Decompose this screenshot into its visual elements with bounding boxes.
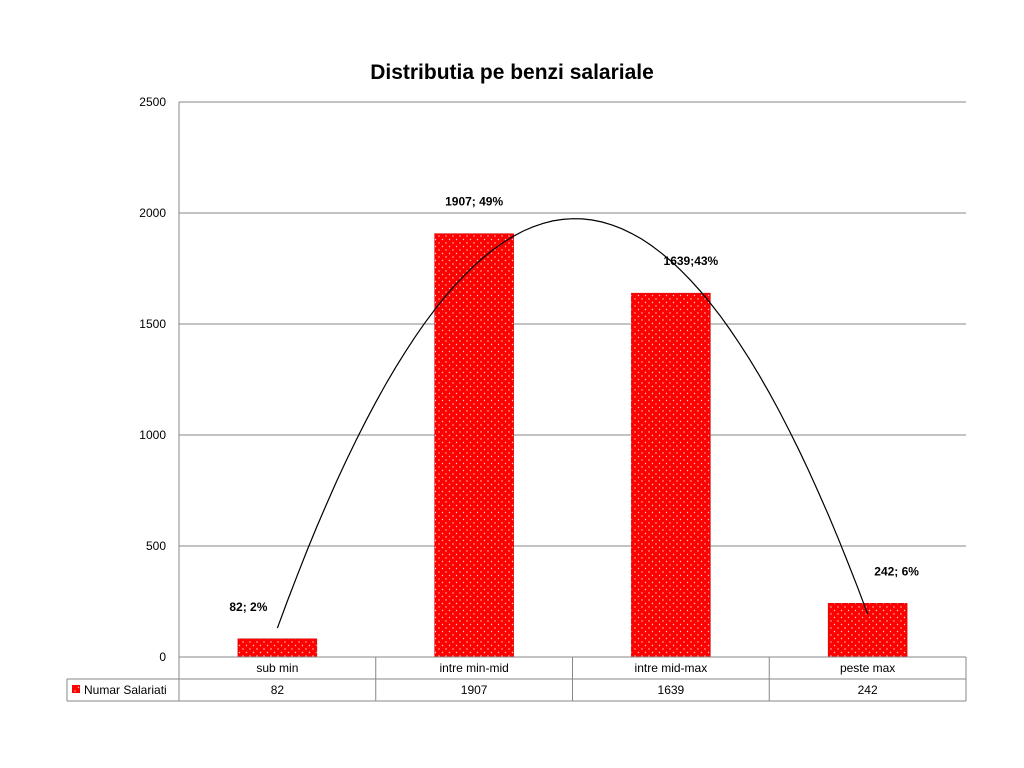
gridlines — [178, 101, 966, 658]
bar — [434, 233, 514, 658]
table-value: 1907 — [461, 683, 488, 697]
data-label: 1907; 49% — [445, 195, 503, 209]
chart-title: Distributia pe benzi salariale — [370, 61, 654, 84]
trend-curve — [276, 218, 869, 629]
y-axis-ticks: 0 500 1000 1500 2000 2500 — [139, 95, 166, 664]
table-value: 82 — [271, 683, 285, 697]
y-tick-label: 1000 — [139, 428, 166, 442]
data-label: 82; 2% — [229, 600, 267, 614]
category-label: sub min — [256, 661, 298, 675]
data-label: 1639;43% — [664, 254, 719, 268]
category-label: intre min-mid — [439, 661, 508, 675]
y-tick-label: 2000 — [139, 206, 166, 220]
data-labels: 82; 2% 1907; 49% 1639;43% 242; 6% — [229, 195, 919, 614]
series-name: Numar Salariati — [84, 683, 167, 697]
bar — [237, 638, 318, 658]
y-tick-label: 0 — [159, 650, 166, 664]
category-label: intre mid-max — [635, 661, 708, 675]
y-tick-label: 500 — [146, 539, 166, 553]
category-label: peste max — [840, 661, 895, 675]
table-value: 1639 — [658, 683, 685, 697]
data-table: sub min 82 intre min-mid 1907 intre mid-max 1… — [66, 656, 967, 702]
bars — [237, 233, 908, 658]
y-tick-label: 2500 — [139, 95, 166, 109]
table-value: 242 — [858, 683, 878, 697]
legend-swatch — [72, 685, 80, 693]
y-tick-label: 1500 — [139, 317, 166, 331]
bar — [827, 603, 908, 658]
data-label: 242; 6% — [874, 564, 919, 578]
bar — [631, 292, 711, 658]
